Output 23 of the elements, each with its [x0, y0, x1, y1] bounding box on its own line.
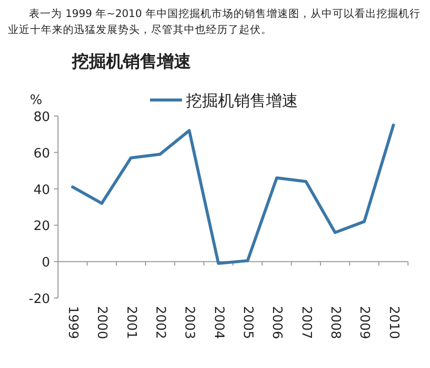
- x-tick-label: 2000: [94, 306, 110, 340]
- y-tick-label: 20: [33, 219, 50, 234]
- chart-title: 挖掘机销售增速: [72, 51, 191, 73]
- x-tick-label: 2001: [123, 306, 138, 340]
- text: 表一为 1999 年~2010 年中国挖掘机市场的销售增速图，从中可以看出挖掘机行业近十年来的迅猛发展势头，尽管其中也经历了起伏。: [8, 7, 422, 38]
- y-tick-label: -20: [28, 292, 50, 307]
- x-tick-label: 2004: [210, 306, 226, 340]
- x-tick-label: 2010: [386, 306, 401, 340]
- y-tick-label: 60: [33, 146, 50, 162]
- y-axis-title: %: [30, 93, 42, 108]
- x-tick-label: 2003: [182, 306, 197, 340]
- legend-label: 挖掘机销售增速: [186, 91, 298, 110]
- y-tick-label: 40: [33, 182, 50, 198]
- x-tick-label: 2006: [269, 306, 284, 340]
- x-tick-label: 2005: [240, 306, 256, 340]
- x-tick-label: 2009: [356, 306, 372, 340]
- y-tick-label: 0: [42, 256, 50, 271]
- x-tick-label: 2007: [298, 306, 314, 340]
- x-tick-label: 2008: [328, 306, 343, 340]
- x-tick-label: 1999: [65, 306, 80, 340]
- x-tick-label: 2002: [152, 306, 168, 340]
- line-series: [71, 124, 395, 265]
- y-tick-label: 80: [33, 110, 50, 125]
